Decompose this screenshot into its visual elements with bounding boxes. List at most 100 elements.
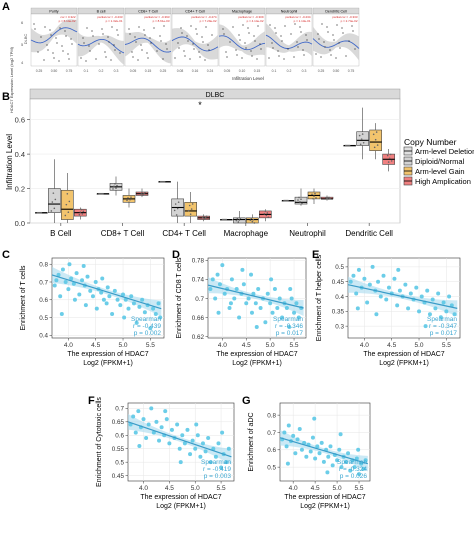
axis-xlabel-units: Log2 (FPKM+1) — [379, 360, 429, 367]
data-point — [304, 454, 309, 459]
facet-point — [178, 47, 180, 49]
data-point — [251, 291, 256, 296]
data-point — [80, 278, 85, 283]
data-point — [249, 310, 254, 315]
box-1 — [109, 176, 123, 196]
facet-point — [186, 35, 188, 37]
panel-b-ylabel: Infiltration Level — [5, 134, 14, 190]
axis-xlabel: The expression of HDAC7 — [284, 494, 365, 501]
box-0 — [35, 211, 48, 214]
jitter-point — [225, 218, 228, 221]
data-point — [299, 447, 304, 452]
data-point — [67, 262, 72, 267]
facet-point — [58, 60, 60, 62]
ytick-label: 0.8 — [39, 262, 48, 269]
jitter-point — [126, 199, 128, 202]
facet-point — [138, 26, 140, 28]
data-point — [317, 451, 322, 456]
xtick-label: 5.0 — [266, 342, 275, 349]
facet-xtick: 0.15 — [145, 69, 152, 73]
facet-point — [302, 49, 304, 51]
jitter-point — [249, 219, 252, 222]
data-point — [77, 292, 82, 297]
jitter-point — [236, 217, 239, 220]
facet-point — [294, 23, 296, 25]
facet-point — [284, 25, 286, 27]
data-point — [193, 446, 198, 451]
data-point — [352, 465, 357, 470]
data-point — [159, 425, 164, 430]
data-point — [312, 416, 317, 421]
facet-point — [204, 59, 206, 61]
fit-line — [347, 284, 458, 309]
facet-xtick: 0.50 — [51, 69, 58, 73]
facet-point — [98, 43, 100, 45]
facet-point — [208, 49, 210, 51]
axis-xlabel: The expression of HDAC7 — [140, 494, 221, 501]
box-2 — [61, 173, 74, 223]
facet-point — [113, 44, 115, 46]
facet-point — [132, 56, 134, 58]
facet-stat: p = 1.32e-01 — [106, 19, 123, 23]
data-point — [376, 279, 381, 284]
data-point — [118, 303, 123, 308]
jitter-point — [50, 210, 53, 212]
facet-point — [95, 58, 97, 60]
data-point — [326, 454, 331, 459]
data-point — [63, 280, 68, 284]
box-1 — [294, 188, 308, 206]
jitter-point — [372, 133, 375, 136]
data-point — [206, 435, 211, 440]
jitter-point — [112, 188, 114, 190]
data-point — [220, 430, 225, 435]
data-point — [210, 277, 215, 282]
data-point — [107, 294, 112, 299]
jitter-point — [130, 196, 132, 198]
data-point — [265, 291, 270, 296]
data-point — [268, 301, 273, 306]
axis-ylabel: Enrichment of T helper cells — [316, 254, 323, 341]
facet-point — [326, 26, 328, 28]
jitter-point — [359, 143, 362, 146]
jitter-point — [252, 218, 255, 221]
stat-r: r = -0.439 — [133, 323, 161, 330]
box-3 — [382, 148, 395, 172]
facet-confidence-band — [78, 32, 124, 65]
facet-confidence-band — [266, 23, 312, 57]
data-point — [222, 291, 227, 296]
data-point — [295, 437, 300, 442]
jitter-point — [81, 213, 84, 215]
data-point — [292, 310, 297, 315]
xtick-label: 5.5 — [217, 485, 226, 492]
facet-point — [153, 27, 155, 29]
data-point — [325, 470, 330, 475]
data-point — [157, 438, 162, 443]
facet-point — [303, 54, 305, 56]
category-group: Dendritic Cell — [343, 107, 395, 238]
facet-point — [108, 41, 110, 43]
box-3 — [259, 209, 272, 222]
legend-label: Arm-level Gain — [415, 167, 465, 176]
ytick-label: 0.5 — [335, 264, 344, 271]
facet-point — [256, 58, 258, 60]
facet-xtick: 0.05 — [224, 69, 231, 73]
facet-point — [247, 27, 249, 29]
data-point — [194, 422, 199, 427]
facet-title: CD4+ T Cell — [185, 10, 205, 14]
facet-point — [177, 42, 179, 44]
facet-point — [354, 48, 356, 50]
facet-point — [251, 55, 253, 57]
facet-stat: p = 8.61e-03 — [153, 19, 170, 23]
panel-a-ytick: 6 — [21, 20, 24, 25]
data-point — [293, 451, 298, 456]
box-3 — [197, 214, 210, 222]
data-point — [284, 306, 289, 310]
jitter-point — [174, 203, 177, 205]
jitter-point — [237, 221, 240, 223]
data-point — [406, 306, 411, 311]
facet-stat: p = 1.13e-01 — [294, 19, 311, 23]
